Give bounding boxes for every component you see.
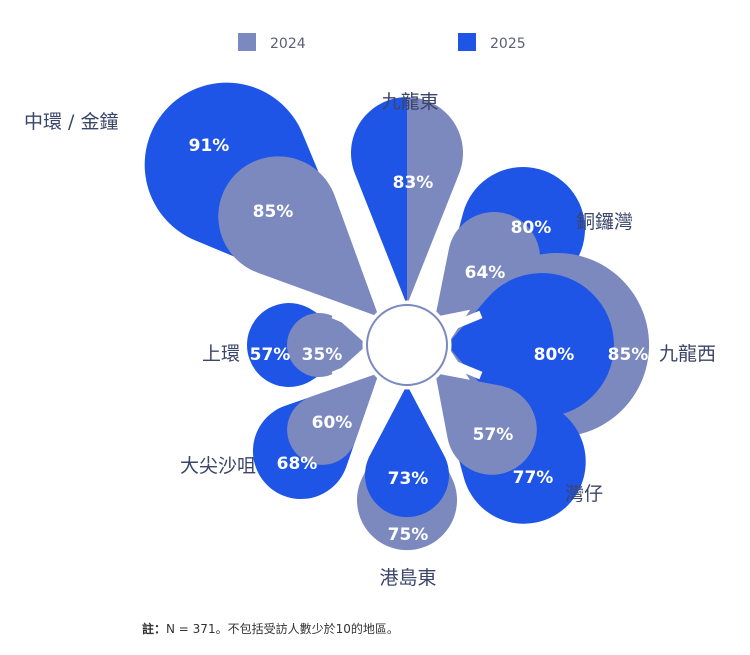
center-hole — [377, 315, 437, 375]
district-label-wan-chai: 灣仔 — [565, 483, 603, 505]
pct-label-2024-causeway-bay: 64% — [465, 263, 506, 283]
district-label-causeway-bay: 銅鑼灣 — [576, 211, 633, 233]
spoke-3 — [410, 361, 442, 421]
petal-2024-wan-chai — [435, 373, 537, 475]
pct-label-2024-kowloon-east: 83% — [393, 173, 434, 193]
pct-label-2024-island-east: 75% — [388, 525, 429, 545]
pct-label-2025-causeway-bay: 80% — [511, 218, 552, 238]
spoke-2 — [423, 348, 483, 380]
legend-swatch-2025 — [458, 33, 476, 51]
pct-label-2024-sheung-wan: 35% — [302, 345, 343, 365]
district-label-kowloon-west: 九龍西 — [659, 343, 716, 365]
district-label-island-east: 港島東 — [379, 567, 436, 589]
pct-label-2024-kowloon-west: 85% — [608, 345, 649, 365]
district-label-tst: 大尖沙咀 — [180, 455, 256, 477]
petal-2025-kowloon-east — [351, 97, 407, 305]
petal-layer — [144, 82, 650, 551]
pct-label-2025-kowloon-west: 80% — [534, 345, 575, 365]
legend-label-2024: 2024 — [270, 36, 306, 52]
pct-label-2024-tst: 60% — [312, 413, 353, 433]
petal-2024-central-admiralty — [218, 156, 379, 317]
pct-label-2025-central-admiralty: 91% — [189, 136, 230, 156]
district-label-kowloon-east: 九龍東 — [381, 91, 438, 113]
pct-label-2025-tst: 68% — [277, 454, 318, 474]
spoke-1 — [423, 310, 483, 342]
district-label-central-admiralty: 中環 / 金鐘 — [24, 111, 118, 133]
pct-label-2025-sheung-wan: 57% — [250, 345, 291, 365]
district-label-sheung-wan: 上環 — [202, 343, 240, 365]
footnote-text: N = 371。不包括受訪人數少於10的地區。 — [166, 622, 399, 636]
spoke-4 — [372, 361, 404, 421]
pct-label-2024-central-admiralty: 85% — [253, 202, 294, 222]
pct-label-2025-island-east: 73% — [388, 469, 429, 489]
spoke-0 — [410, 269, 442, 329]
legend-label-2025: 2025 — [490, 36, 526, 52]
label-layer: 83% 80% 64% 80% 85% 57% 77% 73% 75% 60% 68% 57% 35% 9… — [189, 136, 649, 545]
spoke-7 — [372, 269, 404, 329]
footnote: 註：N = 371。不包括受訪人數少於10的地區。 — [142, 620, 399, 637]
petal-2024-kowloon-east — [407, 97, 463, 305]
spoke-6 — [331, 310, 391, 342]
center-layer — [331, 269, 483, 421]
petal-2024-sheung-wan — [287, 313, 367, 378]
spoke-5 — [331, 348, 391, 380]
pct-label-2024-wan-chai: 57% — [473, 425, 514, 445]
petal-2025-kowloon-west — [447, 273, 614, 418]
petal-2024-tst — [287, 373, 379, 465]
center-ring — [366, 304, 448, 386]
pct-label-2025-wan-chai: 77% — [513, 468, 554, 488]
legend-swatch-2024 — [238, 33, 256, 51]
footnote-prefix: 註： — [142, 622, 167, 636]
petal-2025-island-east — [365, 385, 449, 518]
